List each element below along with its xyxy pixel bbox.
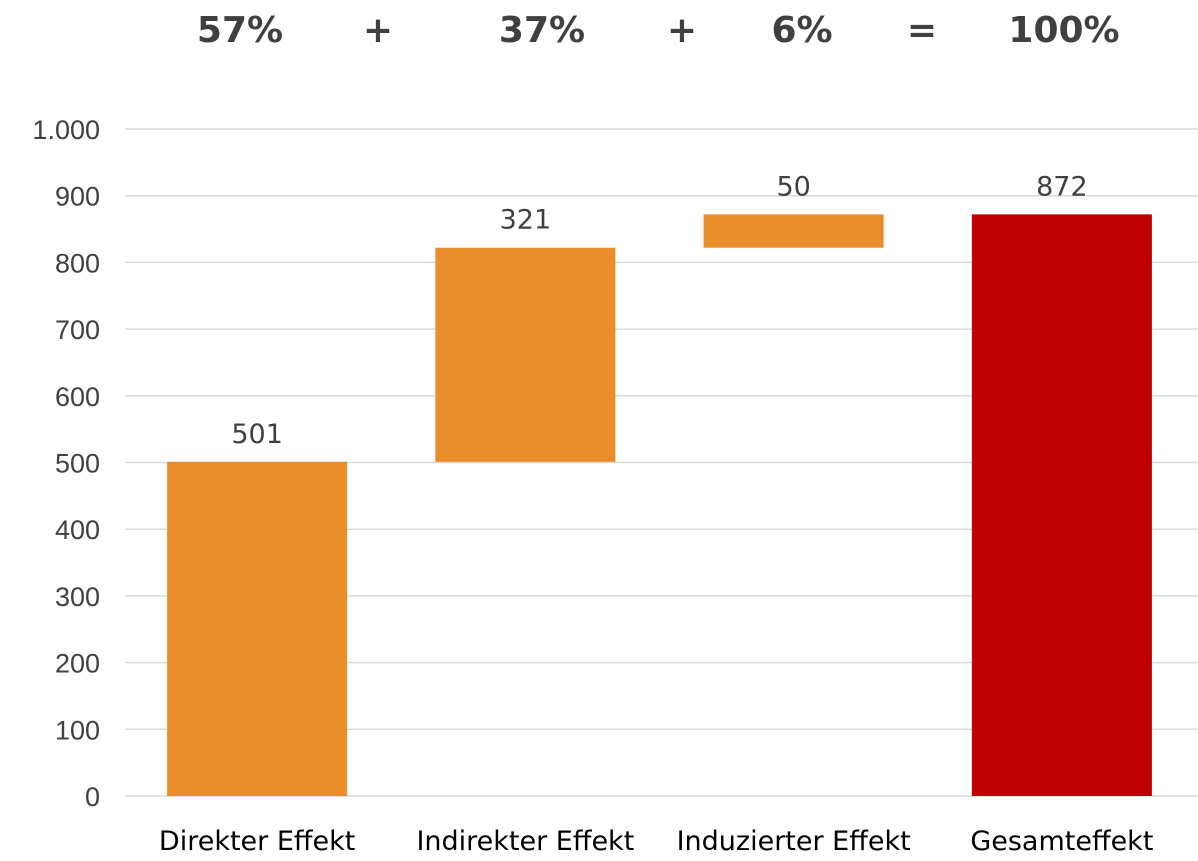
data-label: 872 bbox=[1036, 171, 1088, 202]
data-label: 321 bbox=[500, 205, 552, 236]
header-item-4: 6% bbox=[771, 10, 832, 51]
data-label: 50 bbox=[776, 171, 810, 202]
y-tick-label: 200 bbox=[55, 649, 100, 679]
y-tick-label: 600 bbox=[55, 382, 100, 412]
x-axis-ticks: Direkter Effekt Indirekter Effekt Induzier… bbox=[159, 826, 1154, 857]
x-tick-label: Induzierter Effekt bbox=[677, 826, 911, 857]
y-tick-label: 1.000 bbox=[32, 115, 100, 145]
y-tick-label: 400 bbox=[55, 515, 100, 545]
y-tick-label: 500 bbox=[55, 449, 100, 479]
y-tick-label: 300 bbox=[55, 582, 100, 612]
x-tick-label: Direkter Effekt bbox=[159, 826, 355, 857]
y-tick-label: 800 bbox=[55, 248, 100, 278]
data-labels: 501 321 50 872 bbox=[231, 171, 1087, 449]
header-item-0: 57% bbox=[197, 10, 283, 51]
bars bbox=[167, 214, 1152, 797]
x-tick-label: Gesamteffekt bbox=[970, 826, 1153, 857]
data-label: 501 bbox=[231, 419, 283, 450]
bar-indirekter-effekt bbox=[435, 247, 616, 462]
y-tick-label: 700 bbox=[55, 315, 100, 345]
percentage-equation: 57% +37% +6% = 100% bbox=[197, 10, 1120, 51]
y-tick-label: 100 bbox=[55, 715, 100, 745]
bar-induzierter-effekt bbox=[703, 214, 884, 248]
header-item-5: = bbox=[907, 10, 937, 51]
y-tick-label: 0 bbox=[85, 782, 100, 812]
x-tick-label: Indirekter Effekt bbox=[416, 826, 634, 857]
y-tick-label: 900 bbox=[55, 182, 100, 212]
header-item-2: 37% bbox=[499, 10, 585, 51]
y-axis-ticks: 0 100 200 300 400 500 600 700 800 900 1.000 bbox=[32, 115, 100, 812]
header-item-3: + bbox=[667, 10, 697, 51]
header-item-6: 100% bbox=[1008, 10, 1119, 51]
bar-gesamteffekt bbox=[971, 214, 1152, 797]
bar-direkter-effekt bbox=[167, 461, 348, 796]
header-item-1: + bbox=[363, 10, 393, 51]
